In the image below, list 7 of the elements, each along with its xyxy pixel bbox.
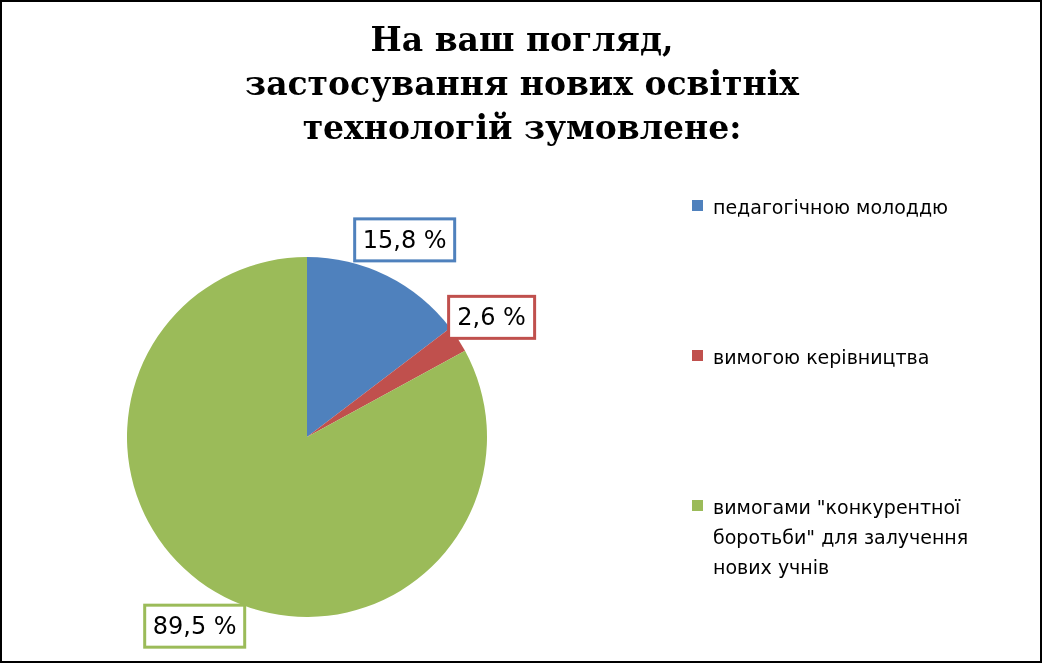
- legend-label: педагогічною молоддю: [713, 195, 949, 220]
- data-label: 15,8 %: [362, 225, 447, 254]
- data-label: 89,5 %: [152, 612, 237, 641]
- data-label: 2,6 %: [457, 303, 526, 332]
- legend-label: вимогами "конкурентної боротьби" для залучення нових учнів: [713, 495, 970, 580]
- chart-title: На ваш погляд, застосування нових освітніх технологій зумовлене:: [244, 19, 801, 149]
- legend-label: вимогою керівництва: [713, 345, 930, 370]
